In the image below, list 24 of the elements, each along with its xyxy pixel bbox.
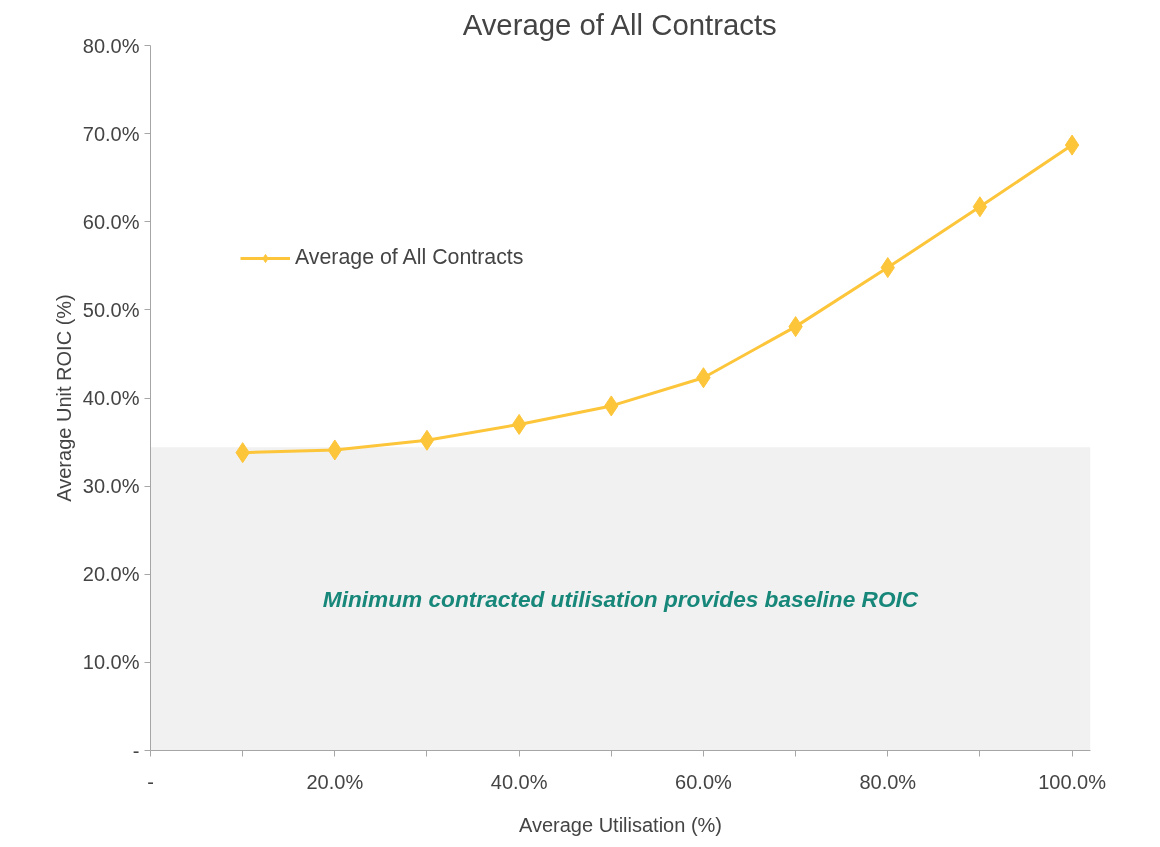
y-axis-title: Average Unit ROIC (%) [52, 294, 75, 502]
x-axis-title: Average Utilisation (%) [518, 813, 723, 836]
y-tick-label: 30.0% [82, 475, 140, 498]
y-tick-label: 40.0% [82, 387, 140, 409]
point [419, 429, 435, 451]
y-tick-label: 10.0% [82, 651, 140, 674]
x-tick-label: 60.0% [675, 770, 733, 793]
y-tick-label: 80.0% [82, 34, 140, 57]
point [1064, 134, 1080, 156]
point [511, 413, 527, 435]
y-tick-label: 60.0% [82, 210, 140, 233]
x-tick-label: 40.0% [490, 770, 548, 793]
legend-label: Average of All Contracts [295, 245, 524, 270]
x-tick-label: 100.0% [1038, 770, 1107, 793]
y-tick-label: - [132, 739, 140, 762]
chart-title: Average of All Contracts [462, 7, 777, 41]
band-label: Minimum contracted utilisation provides baseline ROIC [322, 585, 919, 612]
x-tick-label: - [147, 770, 154, 793]
x-tick-label: 20.0% [306, 770, 364, 793]
point [972, 196, 988, 218]
x-tick-label: 80.0% [859, 770, 917, 793]
y-tick-label: 70.0% [82, 122, 140, 145]
y-tick-label: 20.0% [82, 563, 140, 586]
y-tick-label: 50.0% [82, 298, 140, 321]
